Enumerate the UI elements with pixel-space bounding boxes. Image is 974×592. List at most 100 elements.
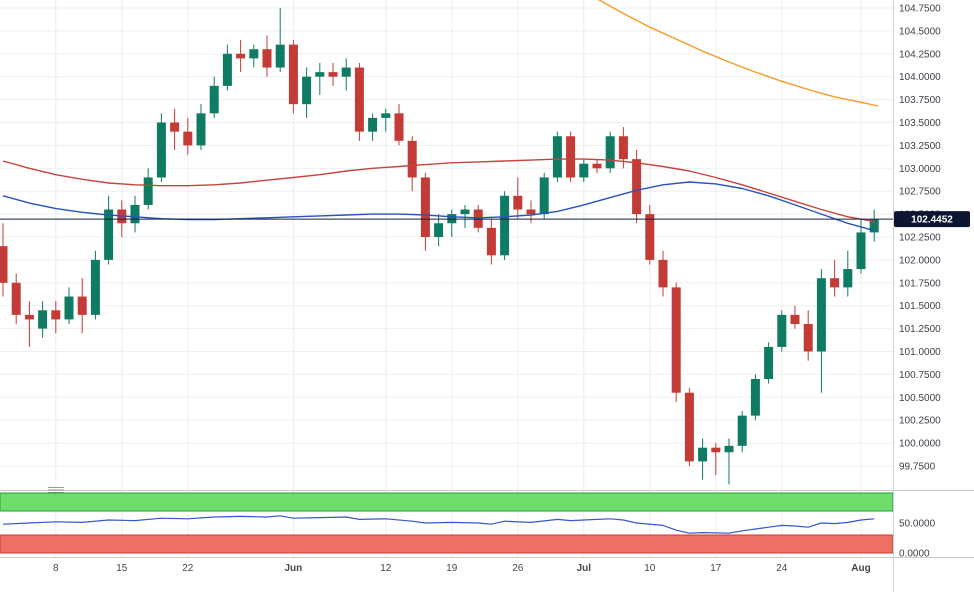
- candle: [315, 62, 325, 96]
- rsi-axis[interactable]: 50.0000 0.0000: [899, 519, 936, 560]
- rsi-tick-label: 0.0000: [899, 549, 930, 560]
- candle: [671, 282, 681, 402]
- candle: [77, 278, 87, 334]
- candle: [51, 301, 61, 334]
- price-tick-label: 103.7500: [899, 95, 941, 106]
- candle: [183, 117, 193, 155]
- candle: [460, 204, 470, 228]
- rsi-oversold-band: [0, 534, 894, 554]
- candle: [539, 172, 549, 219]
- candle: [658, 250, 668, 297]
- price-tick-label: 101.0000: [899, 347, 941, 358]
- price-axis[interactable]: 104.7500 104.5000 104.2500 104.0000 103.7500…: [899, 4, 941, 473]
- rsi-overbought-band: [0, 492, 894, 512]
- time-tick-label: 17: [710, 563, 722, 574]
- price-tick-label: 100.0000: [899, 439, 941, 450]
- candle: [368, 113, 378, 141]
- candle: [156, 113, 166, 183]
- price-tick-label: 100.7500: [899, 370, 941, 381]
- candle: [698, 438, 708, 480]
- price-tick-label: 101.5000: [899, 301, 941, 312]
- price-tick-label: 104.2500: [899, 49, 941, 60]
- price-tick-label: 104.5000: [899, 26, 941, 37]
- time-tick-label: Aug: [851, 563, 870, 574]
- candle: [566, 131, 576, 183]
- price-tick-label: 101.2500: [899, 324, 941, 335]
- candle: [130, 195, 140, 233]
- candle: [552, 131, 562, 183]
- candle: [170, 108, 180, 150]
- candle: [394, 104, 404, 146]
- time-tick-label: 10: [644, 563, 656, 574]
- candle: [777, 310, 787, 352]
- candle: [486, 218, 496, 265]
- time-tick-label: Jun: [285, 563, 303, 574]
- candle: [407, 136, 417, 192]
- price-tick-label: 103.5000: [899, 118, 941, 129]
- candle: [605, 131, 615, 173]
- candle: [354, 62, 364, 141]
- candle: [262, 35, 272, 77]
- time-axis[interactable]: 8 15 22 Jun 12 19 26 Jul 10 17 24 Aug: [53, 563, 871, 574]
- price-tick-label: 104.0000: [899, 72, 941, 83]
- candle: [816, 269, 826, 393]
- candle: [196, 104, 206, 150]
- candle: [843, 250, 853, 297]
- time-tick-label: 24: [776, 563, 788, 574]
- candle: [684, 388, 694, 466]
- candle: [711, 443, 721, 476]
- price-tick-label: 102.0000: [899, 255, 941, 266]
- candle: [38, 301, 48, 338]
- candle: [209, 76, 219, 118]
- rsi-line: [2, 515, 875, 534]
- candle: [724, 438, 734, 485]
- candle: [500, 191, 510, 260]
- candle: [869, 209, 879, 242]
- candle: [579, 159, 589, 183]
- price-tick-label: 103.2500: [899, 141, 941, 152]
- candle: [764, 342, 774, 384]
- price-tick-label: 103.0000: [899, 164, 941, 175]
- candle: [90, 250, 100, 320]
- candle: [592, 159, 602, 173]
- candlestick-series: [0, 8, 879, 485]
- price-tick-label: 99.7500: [899, 462, 936, 473]
- candle: [288, 40, 298, 114]
- time-tick-label: 15: [116, 563, 128, 574]
- candle: [790, 305, 800, 329]
- candle: [737, 411, 747, 453]
- sma-blue-line: [2, 181, 875, 232]
- candle: [341, 58, 351, 91]
- candle: [64, 287, 74, 325]
- candle: [222, 44, 232, 91]
- candle: [0, 223, 8, 297]
- candle: [856, 218, 866, 274]
- time-tick-label: 22: [182, 563, 194, 574]
- candle: [803, 310, 813, 361]
- candle: [11, 273, 21, 325]
- candle: [513, 177, 523, 219]
- rsi-tick-label: 50.0000: [899, 519, 936, 530]
- current-price-label: 102.4452: [894, 211, 970, 228]
- price-tick-label: 102.7500: [899, 187, 941, 198]
- candle: [236, 40, 246, 73]
- candle: [143, 168, 153, 210]
- sma-orange-line: [597, 0, 879, 107]
- price-tick-label: 100.2500: [899, 416, 941, 427]
- time-tick-label: 26: [512, 563, 524, 574]
- candle: [645, 204, 655, 265]
- current-price-value: 102.4452: [911, 215, 953, 226]
- price-tick-label: 100.5000: [899, 393, 941, 404]
- candle: [104, 195, 114, 265]
- candle: [381, 108, 391, 132]
- time-tick-label: 19: [446, 563, 458, 574]
- candle: [24, 301, 34, 347]
- price-tick-label: 101.7500: [899, 278, 941, 289]
- candle: [632, 149, 642, 224]
- price-tick-label: 102.2500: [899, 233, 941, 244]
- candle: [420, 172, 430, 251]
- candle: [275, 8, 285, 73]
- candle: [328, 62, 338, 86]
